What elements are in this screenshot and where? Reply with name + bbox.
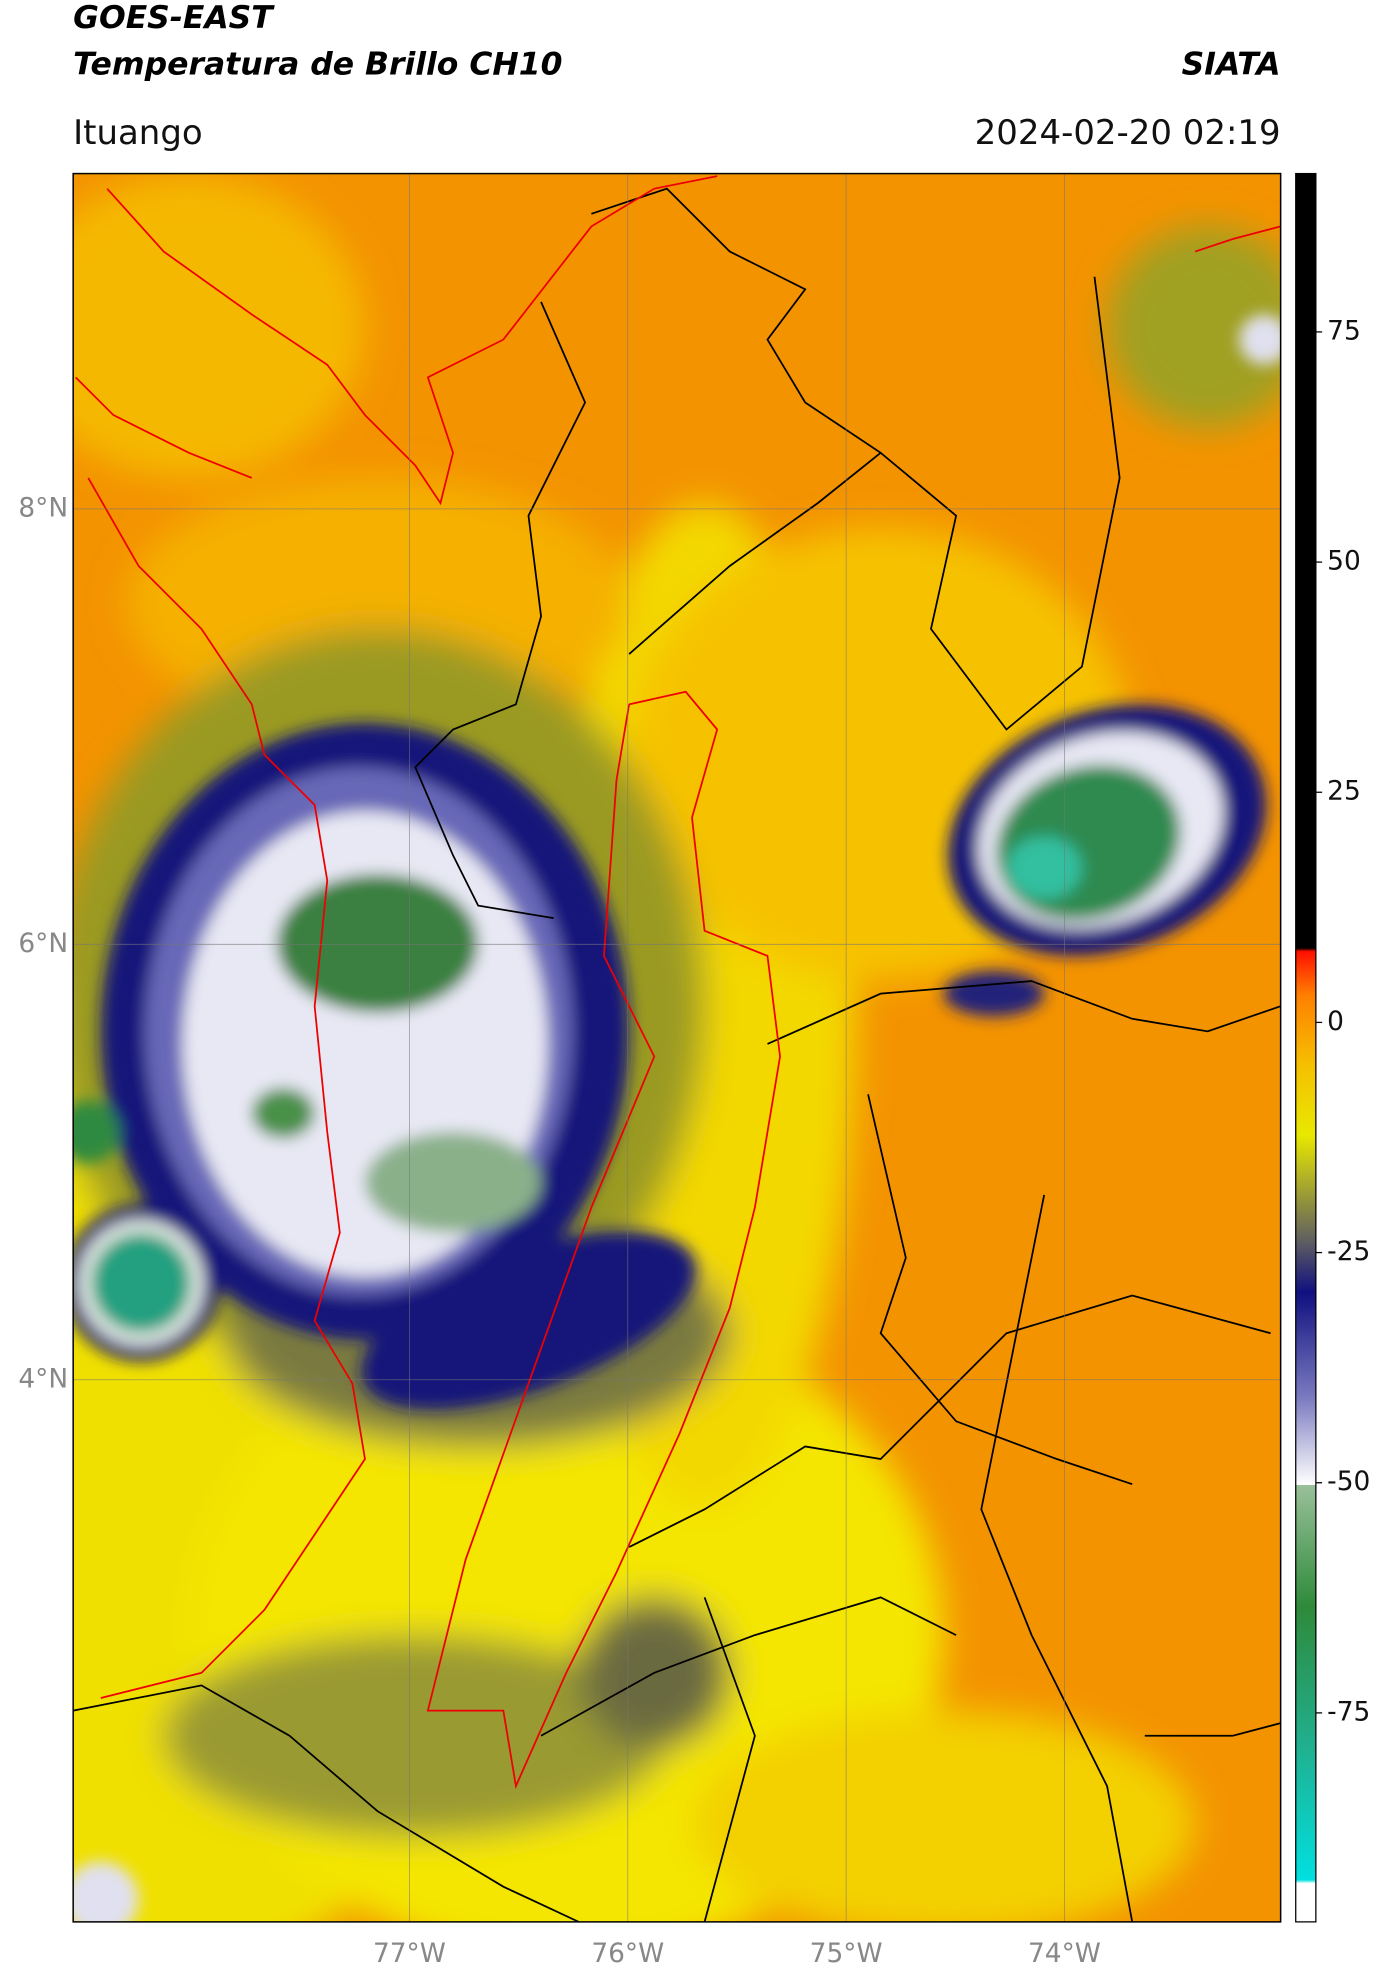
lon-label: 76°W xyxy=(591,1938,664,1969)
map-frame xyxy=(72,172,1282,1923)
colorbar-tick-label: 75 xyxy=(1327,315,1361,346)
lon-label: 77°W xyxy=(373,1938,446,1969)
agency: SIATA xyxy=(1182,46,1281,82)
coastline xyxy=(75,175,1281,1790)
subtitle: Temperatura de Brillo CH10 xyxy=(73,46,562,82)
colorbar-tick-label: -75 xyxy=(1327,1696,1370,1727)
title: GOES-EAST xyxy=(73,0,275,36)
colorbar xyxy=(1295,172,1317,1923)
map-image xyxy=(73,173,1281,1922)
lon-label: 75°W xyxy=(810,1938,883,1969)
colorbar-tick-label: 50 xyxy=(1327,546,1361,577)
colorbar-tick-label: -25 xyxy=(1327,1236,1370,1267)
lon-label: 74°W xyxy=(1028,1938,1101,1969)
colorbar-tick-label: -50 xyxy=(1327,1466,1370,1497)
region: Ituango xyxy=(73,113,203,153)
lat-label: 4°N xyxy=(18,1363,68,1394)
borders xyxy=(73,187,1281,1922)
lat-label: 6°N xyxy=(18,928,68,959)
timestamp: 2024-02-20 02:19 xyxy=(975,113,1281,153)
colorbar-tick-label: 25 xyxy=(1327,776,1361,807)
lat-label: 8°N xyxy=(18,492,68,523)
colorbar-tick-label: 0 xyxy=(1327,1006,1344,1037)
graticule xyxy=(73,173,1281,1922)
